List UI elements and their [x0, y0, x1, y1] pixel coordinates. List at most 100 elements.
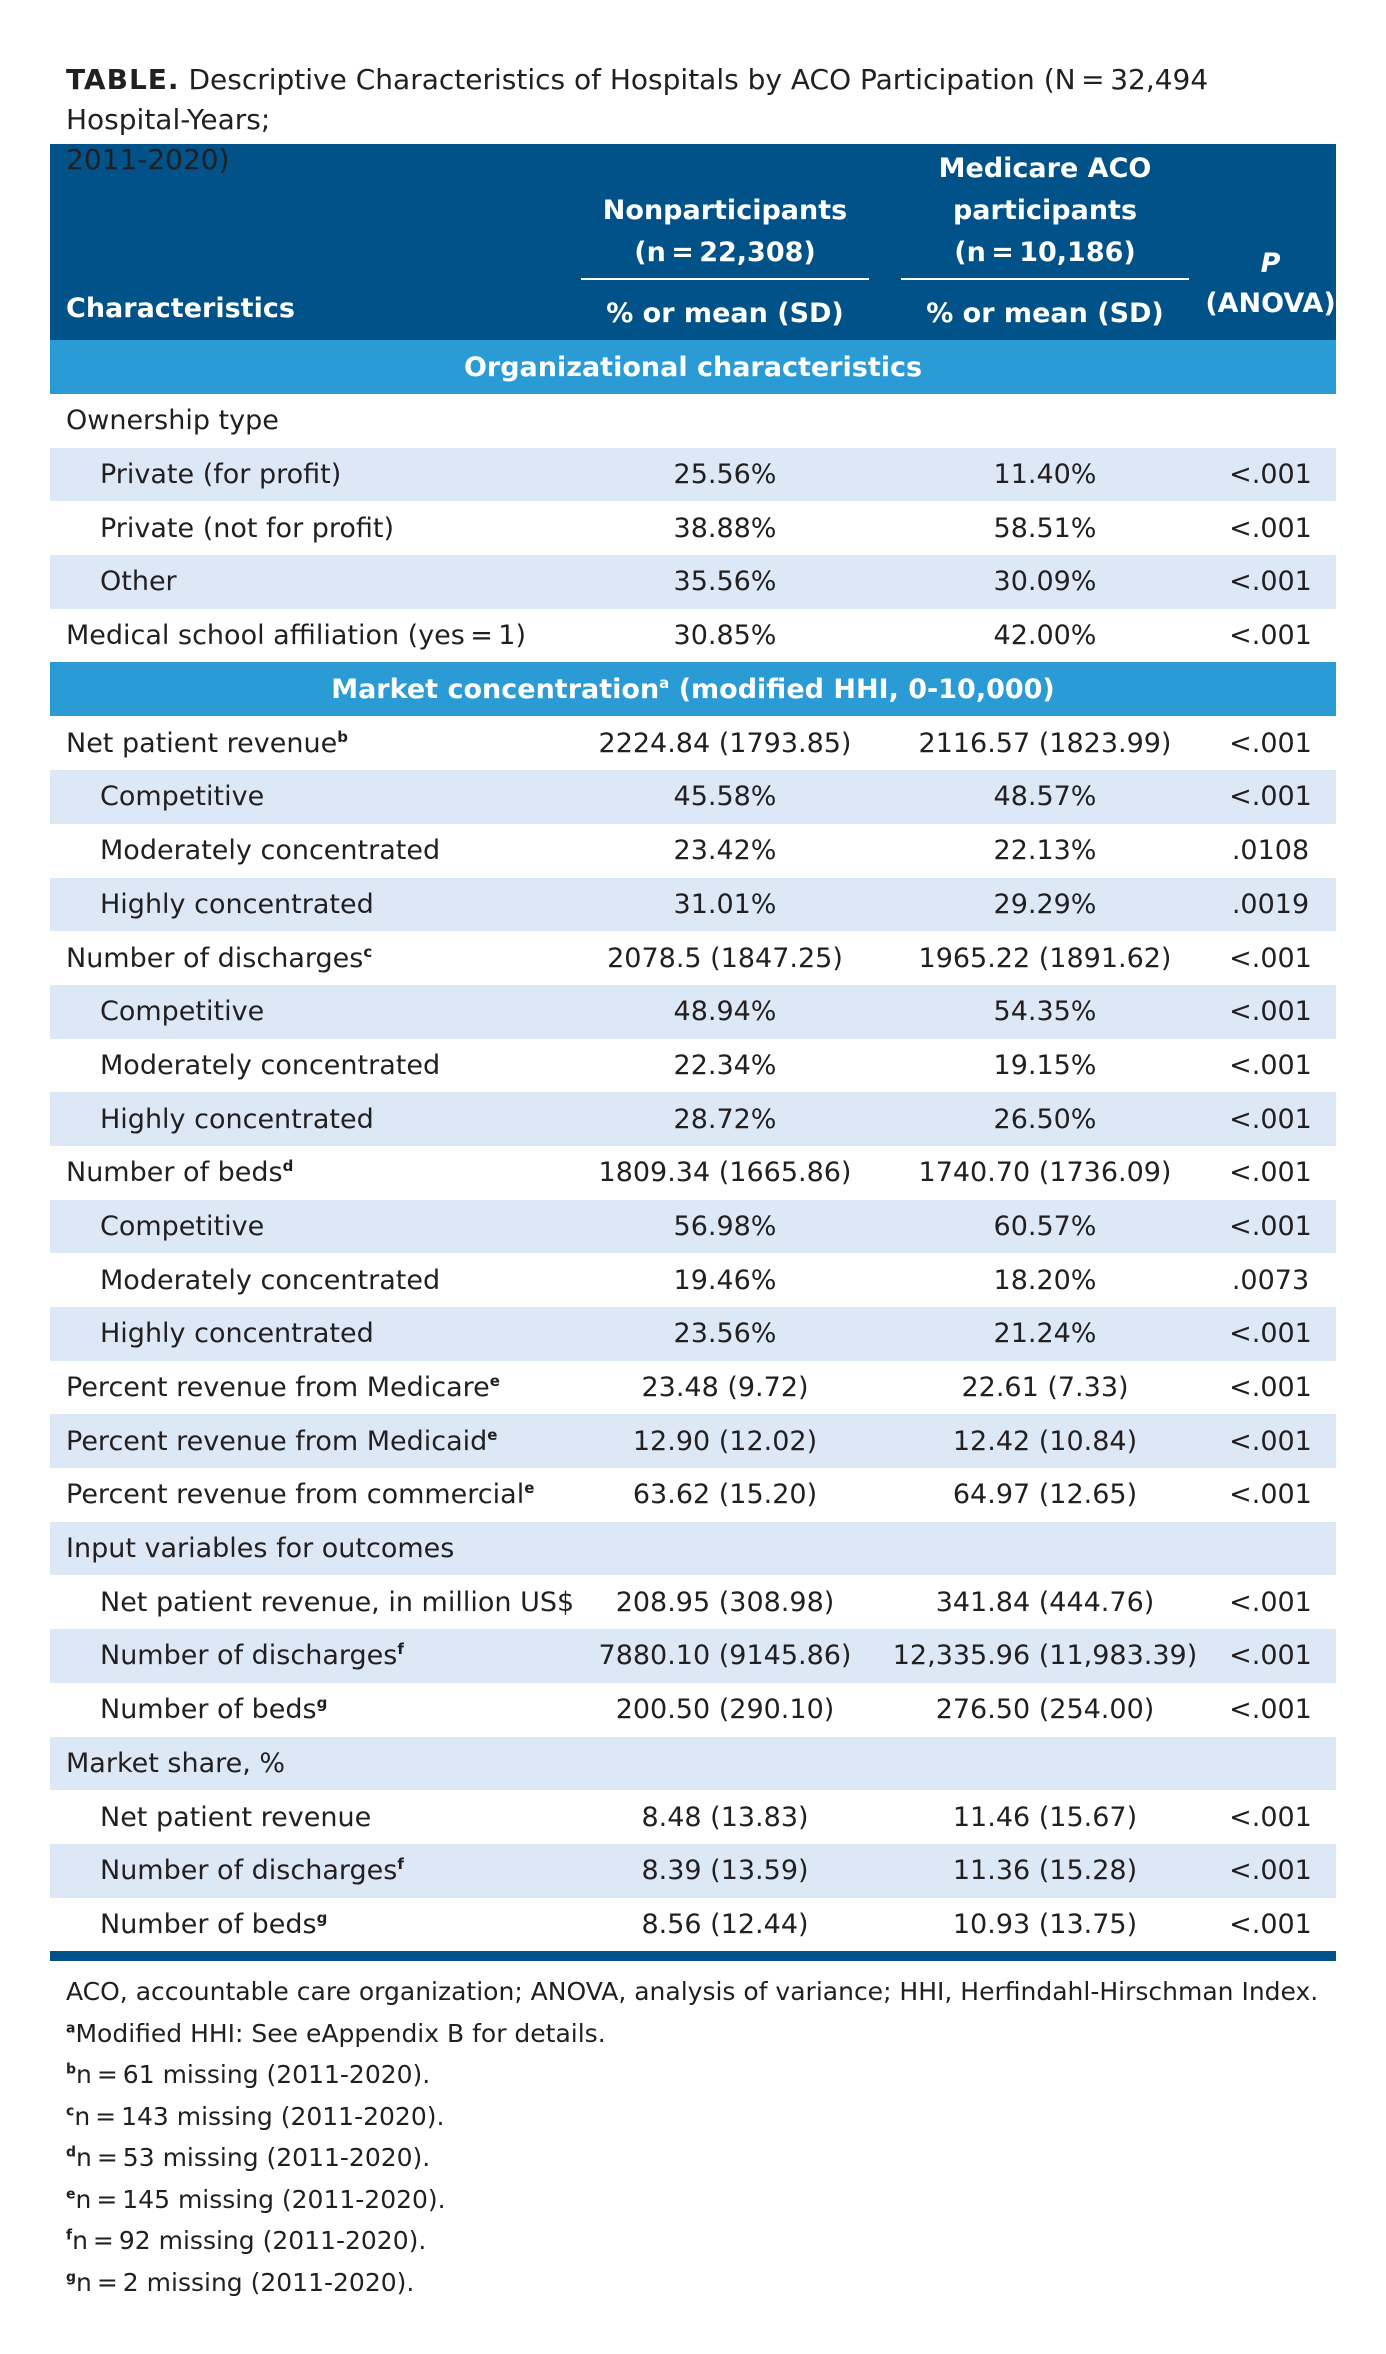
- row-label: Moderately concentrated: [50, 1253, 565, 1307]
- aco-value: 22.61 (7.33): [961, 1372, 1129, 1404]
- row-label-text: Input variables for outcomes: [66, 1533, 455, 1565]
- nonparticipants-value: 35.56%: [565, 555, 885, 609]
- row-label-text: Percent revenue from Medicare: [66, 1372, 490, 1404]
- row-label-text: Market share, %: [66, 1747, 286, 1779]
- footnote-marker: a: [659, 673, 670, 692]
- p-value: [1205, 1521, 1336, 1576]
- footnote-marker: b: [337, 727, 348, 746]
- row-label: Number of bedsg: [50, 1683, 565, 1737]
- p-value: .0019: [1205, 877, 1336, 932]
- aco-value: 26.50%: [885, 1092, 1205, 1146]
- aco-value: [885, 394, 1205, 448]
- data-table: Characteristics Nonparticipants (n = 22,…: [50, 144, 1336, 1951]
- row-label: Percent revenue from commerciale: [50, 1468, 565, 1522]
- row-label: Net patient revenue, in million US$: [50, 1575, 574, 1629]
- table-row: Net patient revenue, in million US$ 208.9…: [50, 1575, 1336, 1629]
- footnote-text: Modified HHI: See eAppendix B for detail…: [75, 2018, 606, 2048]
- table-row: Percent revenue from Medicaree 23.48 (9.7…: [50, 1361, 1336, 1415]
- table-row: Number of bedsg 200.50 (290.10) 276.50 (25…: [50, 1683, 1336, 1737]
- table-row: Highly concentrated 23.56% 21.24% <.001: [50, 1307, 1336, 1361]
- p-value: <.001: [1229, 1801, 1312, 1833]
- table-row: Market share, %: [50, 1736, 1336, 1791]
- row-label: Highly concentrated: [50, 877, 565, 932]
- footnote: en = 145 missing (2011-2020).: [66, 2179, 1336, 2221]
- stat-header-nonparticipants: % or mean (SD): [565, 286, 885, 340]
- nonparticipants-n: (n = 22,308): [634, 237, 816, 268]
- footnote-marker: e: [66, 2186, 76, 2203]
- nonparticipants-value: 23.48 (9.72): [641, 1372, 809, 1404]
- row-label-text: Private (for profit): [100, 459, 342, 491]
- row-label-text: Percent revenue from commercial: [66, 1479, 525, 1511]
- row-label-text: Competitive: [100, 996, 265, 1028]
- table-row: Other 35.56% 30.09% <.001: [50, 555, 1336, 609]
- row-label: Percent revenue from Medicaree: [50, 1361, 565, 1415]
- row-label-text: Highly concentrated: [100, 888, 374, 920]
- p-value: <.001: [1205, 1414, 1336, 1469]
- aco-value: 29.29%: [885, 877, 1205, 932]
- nonparticipants-value: 56.98%: [565, 1199, 885, 1254]
- aco-value: 30.09%: [885, 555, 1205, 609]
- p-value: <.001: [1205, 1629, 1336, 1683]
- section-header-row: Market concentrationa (modified HHI, 0-1…: [50, 662, 1336, 717]
- p-value: <.001: [1229, 1372, 1312, 1404]
- table-row: Competitive 48.94% 54.35% <.001: [50, 984, 1336, 1039]
- p-value: <.001: [1205, 1092, 1336, 1146]
- nonparticipants-value: 30.85%: [673, 620, 777, 652]
- footnote: fn = 92 missing (2011-2020).: [66, 2220, 1336, 2262]
- p-value: [1205, 394, 1336, 448]
- footnote-text: n = 145 missing (2011-2020).: [75, 2184, 446, 2214]
- table-label: TABLE.: [66, 63, 180, 96]
- footnote: bn = 61 missing (2011-2020).: [66, 2054, 1336, 2096]
- nonparticipants-value: 22.34%: [673, 1049, 777, 1081]
- aco-value: [885, 1521, 1205, 1576]
- row-label: Ownership type: [50, 394, 565, 448]
- bottom-rule: [50, 1951, 1336, 1962]
- nonparticipants-value: 8.39 (13.59): [565, 1843, 885, 1898]
- aco-value: 12,335.96 (11,983.39): [885, 1629, 1205, 1683]
- table-title-text: Descriptive Characteristics of Hospitals…: [66, 63, 1209, 136]
- row-label: Number of dischargesf: [50, 1629, 565, 1683]
- row-label-text: Net patient revenue: [100, 1801, 372, 1833]
- table-row: Competitive 45.58% 48.57% <.001: [50, 770, 1336, 824]
- row-label: Highly concentrated: [50, 1307, 565, 1361]
- aco-value: 10.93 (13.75): [952, 1908, 1138, 1940]
- row-label: Highly concentrated: [50, 1092, 565, 1146]
- nonparticipants-value: 28.72%: [565, 1092, 885, 1146]
- table-row: Number of dischargesc 2078.5 (1847.25) 196…: [50, 931, 1336, 985]
- row-label: Competitive: [50, 984, 565, 1039]
- table-row: Number of bedsd 1809.34 (1665.86) 1740.70 …: [50, 1146, 1336, 1200]
- aco-value: 1965.22 (1891.62): [918, 942, 1172, 974]
- aco-participants-n: (n = 10,186): [954, 237, 1136, 268]
- footnote-text: n = 61 missing (2011-2020).: [76, 2060, 431, 2090]
- p-value: <.001: [1229, 942, 1312, 974]
- section-title: Organizational characteristics: [50, 340, 1336, 394]
- aco-value: 22.13%: [993, 835, 1097, 867]
- row-label-text: Medical school affiliation (yes = 1): [66, 620, 526, 652]
- aco-value: 60.57%: [885, 1199, 1205, 1254]
- nonparticipants-value: [565, 394, 885, 448]
- table-row: Percent revenue from commerciale 63.62 (1…: [50, 1468, 1336, 1522]
- footnote-text: ACO, accountable care organization; ANOV…: [66, 1977, 1319, 2007]
- p-value: <.001: [1229, 1908, 1312, 1940]
- section-title-text: Organizational characteristics: [463, 351, 923, 383]
- nonparticipants-value: 31.01%: [565, 877, 885, 932]
- footnote-marker: f: [397, 1640, 404, 1659]
- footnote-marker: d: [66, 2144, 77, 2161]
- footnote-text: n = 53 missing (2011-2020).: [76, 2143, 431, 2173]
- footnote: aModified HHI: See eAppendix B for detai…: [66, 2013, 1336, 2055]
- nonparticipants-value: 200.50 (290.10): [615, 1694, 835, 1726]
- nonparticipants-value: 48.94%: [565, 984, 885, 1039]
- row-label-text: Moderately concentrated: [100, 835, 441, 867]
- nonparticipants-value: 1809.34 (1665.86): [598, 1157, 852, 1189]
- row-label-text: Number of beds: [66, 1157, 283, 1189]
- aco-value: 64.97 (12.65): [952, 1479, 1138, 1511]
- footnote: ACO, accountable care organization; ANOV…: [66, 1971, 1336, 2013]
- row-label-text: Competitive: [100, 1210, 265, 1242]
- nonparticipants-value: 2078.5 (1847.25): [607, 942, 843, 974]
- nonparticipants-value: 63.62 (15.20): [632, 1479, 818, 1511]
- p-value: <.001: [1229, 1586, 1312, 1618]
- stat-header-aco: % or mean (SD): [885, 286, 1205, 340]
- section-title-text: Market concentration: [331, 673, 660, 705]
- p-sub-label: (ANOVA): [1205, 288, 1336, 319]
- row-label-text: Number of beds: [100, 1694, 317, 1726]
